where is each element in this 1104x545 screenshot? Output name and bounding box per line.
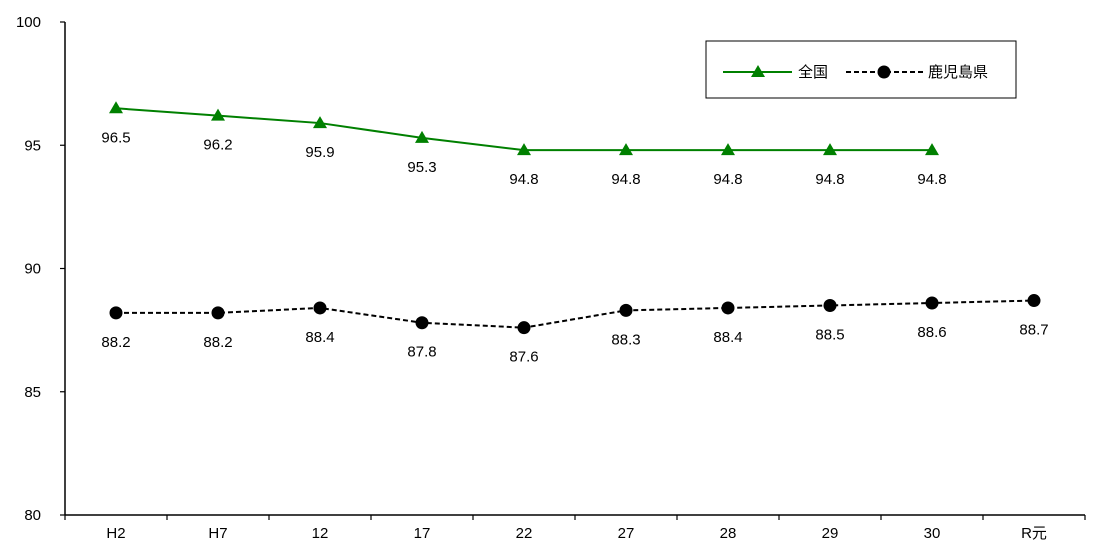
data-point-circle (313, 301, 327, 315)
x-tick-label: 22 (516, 525, 533, 542)
y-tick-label: 80 (24, 507, 41, 524)
data-labels: 96.5 96.2 95.9 95.3 94.8 94.8 94.8 94.8 94.8 88.2… (101, 129, 1048, 365)
x-tick-label: H7 (208, 525, 227, 542)
data-point-circle (109, 306, 123, 320)
data-point-triangle (109, 101, 123, 114)
data-label: 88.5 (815, 326, 844, 343)
data-label: 94.8 (815, 171, 844, 188)
y-tick-label: 90 (24, 261, 41, 278)
data-point-triangle (313, 116, 327, 129)
data-label: 88.4 (305, 329, 334, 346)
data-point-triangle (415, 130, 429, 143)
data-point-circle (517, 321, 531, 335)
y-tick-label: 95 (24, 137, 41, 154)
x-tick-label: 28 (720, 525, 737, 542)
data-point-triangle (823, 143, 837, 156)
data-label: 94.8 (713, 171, 742, 188)
data-point-triangle (517, 143, 531, 156)
data-label: 88.4 (713, 329, 742, 346)
x-tick-label: R元 (1021, 525, 1047, 542)
data-label: 96.5 (101, 129, 130, 146)
data-label: 88.3 (611, 331, 640, 348)
data-point-triangle (619, 143, 633, 156)
x-tick-label: H2 (106, 525, 125, 542)
data-point-triangle (721, 143, 735, 156)
data-label: 94.8 (917, 171, 946, 188)
legend: 全国 鹿児島県 (705, 40, 1017, 99)
legend-label-national: 全国 (798, 63, 828, 81)
x-tick-label: 30 (924, 525, 941, 542)
axes: 80 85 90 95 100 H2 H7 12 17 22 27 28 29 30 R元 (16, 14, 1086, 542)
x-tick-label: 29 (822, 525, 839, 542)
x-tick-label: 17 (414, 525, 431, 542)
series-layer (109, 101, 1041, 335)
data-point-circle (415, 316, 429, 330)
data-point-triangle (925, 143, 939, 156)
legend-label-kagoshima: 鹿児島県 (928, 63, 988, 81)
y-tick-label: 85 (24, 384, 41, 401)
y-tick-label: 100 (16, 14, 41, 31)
data-label: 96.2 (203, 137, 232, 154)
data-label: 87.8 (407, 344, 436, 361)
legend-marker-circle (877, 65, 891, 79)
data-label: 88.2 (203, 334, 232, 351)
data-label: 95.9 (305, 144, 334, 161)
data-label: 94.8 (509, 171, 538, 188)
data-label: 88.7 (1019, 322, 1048, 339)
data-point-circle (619, 303, 633, 317)
data-label: 88.2 (101, 334, 130, 351)
data-point-circle (211, 306, 225, 320)
x-tick-label: 27 (618, 525, 635, 542)
legend-marker-triangle (751, 65, 765, 77)
data-point-circle (823, 298, 837, 312)
data-label: 88.6 (917, 324, 946, 341)
data-label: 94.8 (611, 171, 640, 188)
data-point-circle (925, 296, 939, 310)
data-point-triangle (211, 108, 225, 121)
data-point-circle (721, 301, 735, 315)
data-label: 87.6 (509, 349, 538, 366)
data-label: 95.3 (407, 159, 436, 176)
x-tick-label: 12 (312, 525, 329, 542)
data-point-circle (1027, 294, 1041, 308)
series-line-1 (116, 299, 1035, 329)
